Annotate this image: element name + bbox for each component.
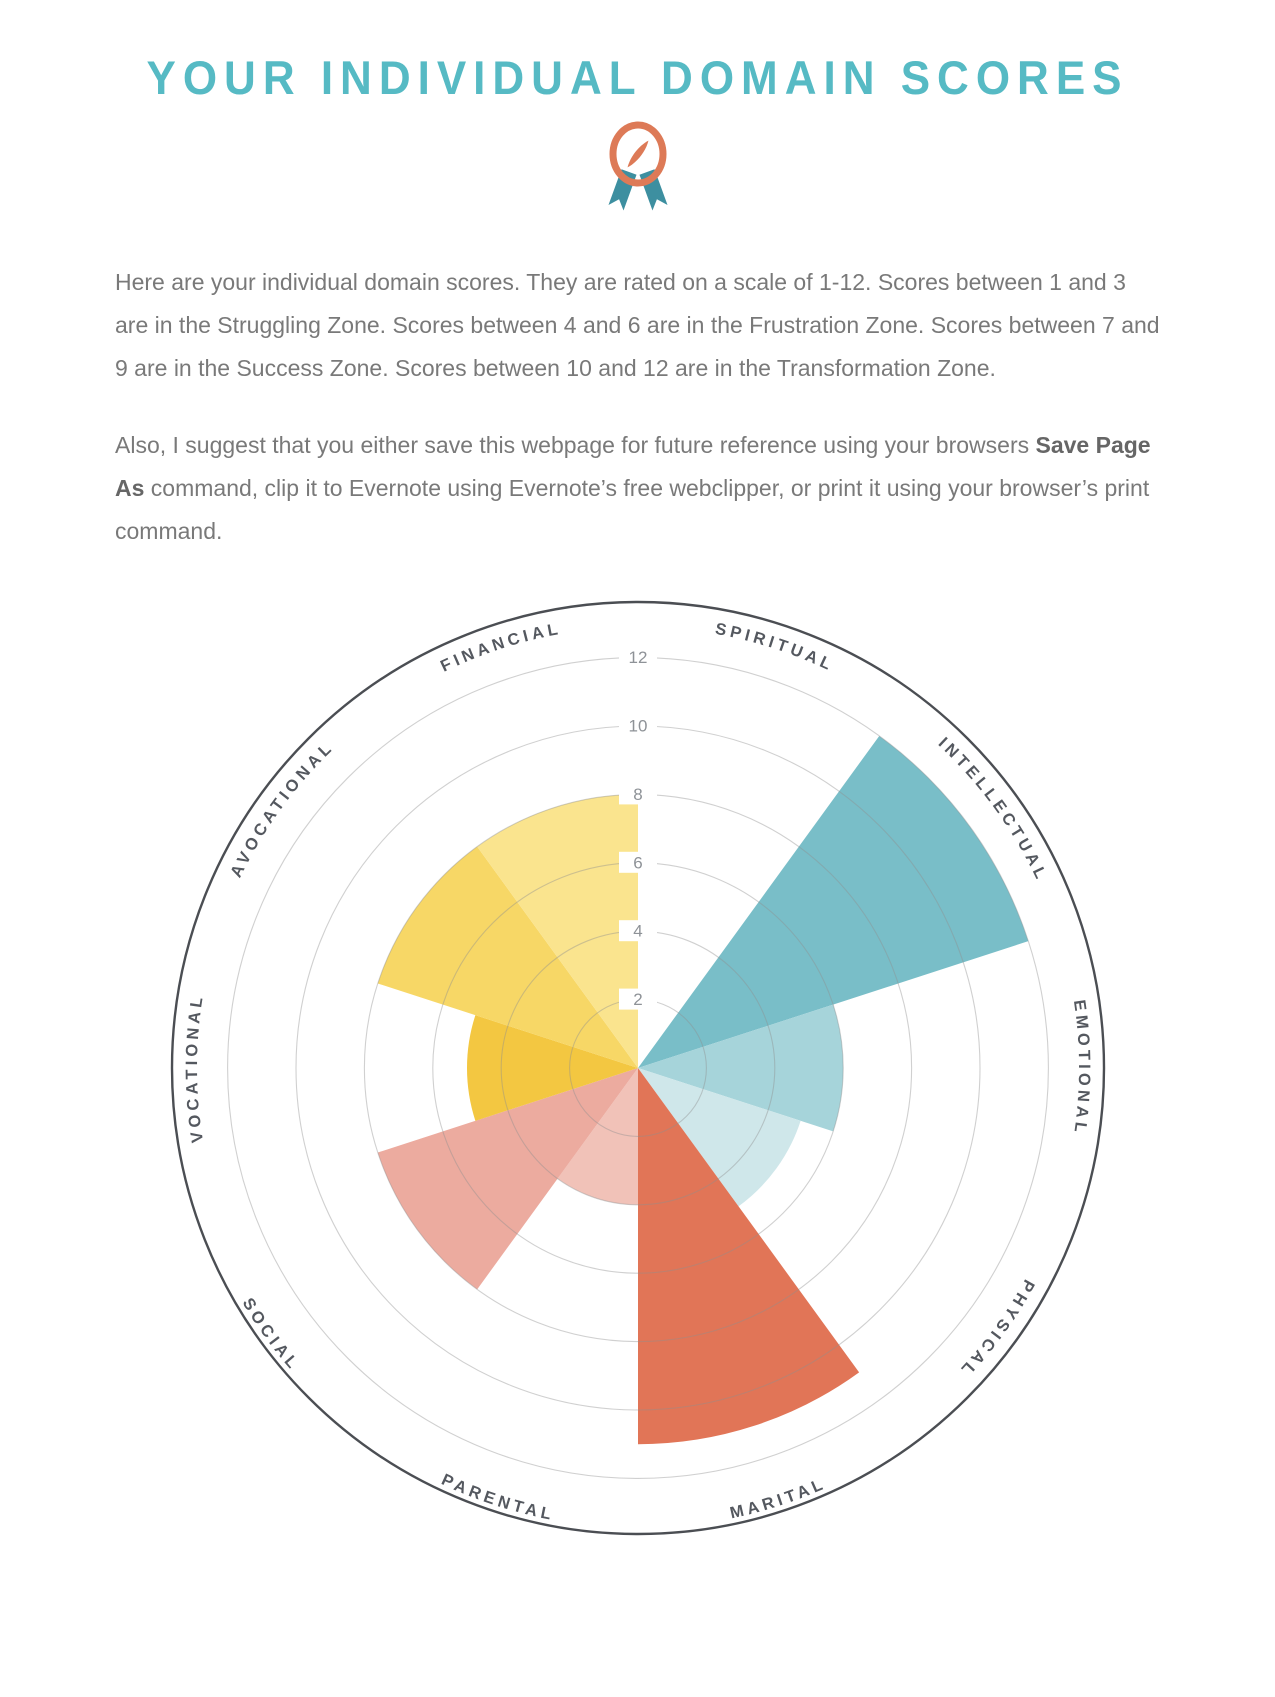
intro-paragraph-1: Here are your individual domain scores. … — [115, 261, 1160, 390]
medal-icon-wrap — [0, 118, 1275, 235]
save-page-as-command-label: Save Page As — [115, 432, 1151, 501]
wedge-intellectual — [637, 735, 1028, 1068]
radial-tick-12: 12 — [628, 648, 647, 667]
award-medal-icon — [607, 121, 668, 211]
domain-label-emotional: EMOTIONAL — [1069, 999, 1092, 1137]
compass-needle — [627, 140, 648, 168]
intro-paragraph-1-text: Here are your individual domain scores. … — [115, 269, 1160, 381]
radial-tick-8: 8 — [633, 785, 642, 804]
radial-tick-4: 4 — [633, 922, 642, 941]
medal-ring — [609, 121, 666, 187]
wedge-emotional — [637, 1004, 843, 1132]
domain-label-avocational: AVOCATIONAL — [227, 738, 337, 881]
domain-scores-wheel-chart: 24681012SPIRITUALINTELLECTUALEMOTIONALPH… — [170, 600, 1105, 1536]
intro-text-block: Here are your individual domain scores. … — [115, 261, 1160, 553]
wedge-marital — [637, 1068, 859, 1445]
radial-tick-10: 10 — [628, 717, 647, 736]
wedge-avocational — [377, 846, 638, 1068]
wedge-vocational — [466, 1015, 638, 1121]
wedge-parental — [557, 1068, 638, 1205]
domain-label-spiritual: SPIRITUAL — [713, 620, 837, 675]
domain-label-vocational: VOCATIONAL — [182, 992, 206, 1144]
intro-paragraph-2-lead: Also, I suggest that you either save thi… — [115, 432, 1036, 458]
wedge-financial — [476, 794, 638, 1068]
radial-tick-6: 6 — [633, 853, 642, 872]
intro-paragraph-2-tail: command, clip it to Evernote using Evern… — [115, 475, 1150, 544]
domain-label-social: SOCIAL — [238, 1295, 303, 1375]
intro-paragraph-2: Also, I suggest that you either save thi… — [115, 424, 1160, 553]
wedge-physical — [637, 1068, 801, 1207]
domain-label-financial: FINANCIAL — [437, 620, 562, 676]
radial-tick-2: 2 — [633, 990, 642, 1009]
page-title: YOUR INDIVIDUAL DOMAIN SCORES — [146, 52, 1129, 105]
domain-scores-wheel-wrap: 2 4 6 8 10 12 SPIRITUAL INTELLECTUAL EMOTIONAL PH… — [163, 593, 1113, 1548]
wheel-outer-rim — [170, 600, 1105, 1536]
wedge-social — [377, 1068, 638, 1290]
